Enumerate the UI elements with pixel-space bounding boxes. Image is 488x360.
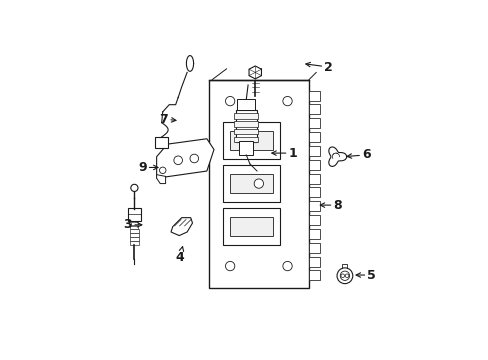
Circle shape: [336, 268, 352, 284]
Bar: [223, 165, 280, 202]
Bar: [130, 237, 139, 240]
Bar: [130, 233, 139, 237]
Bar: [129, 241, 139, 244]
Bar: [155, 137, 168, 148]
Circle shape: [340, 274, 344, 278]
Circle shape: [225, 261, 234, 271]
Bar: [235, 110, 257, 142]
Circle shape: [159, 167, 165, 174]
Bar: [234, 121, 258, 127]
Bar: [234, 113, 258, 119]
Bar: [308, 146, 319, 156]
Text: 1: 1: [271, 147, 297, 159]
Bar: [128, 208, 141, 221]
Bar: [308, 215, 319, 225]
Bar: [308, 118, 319, 128]
Bar: [308, 104, 319, 114]
Bar: [208, 80, 308, 288]
Bar: [308, 132, 319, 142]
Bar: [342, 264, 346, 268]
Circle shape: [345, 274, 348, 278]
Circle shape: [254, 179, 263, 188]
Circle shape: [190, 154, 198, 163]
Polygon shape: [248, 66, 261, 79]
Text: 5: 5: [355, 269, 375, 282]
Bar: [308, 201, 319, 211]
Bar: [308, 91, 319, 100]
Circle shape: [225, 96, 234, 106]
Text: 2: 2: [305, 60, 332, 73]
Bar: [234, 136, 258, 142]
Circle shape: [282, 261, 292, 271]
Bar: [130, 229, 138, 233]
Text: 6: 6: [346, 148, 370, 161]
Bar: [230, 131, 273, 150]
Text: 3: 3: [123, 218, 142, 231]
Text: 4: 4: [175, 247, 184, 264]
Text: 9: 9: [138, 161, 158, 174]
Bar: [308, 174, 319, 184]
Bar: [230, 217, 273, 236]
Bar: [223, 208, 280, 246]
Bar: [237, 99, 255, 110]
Bar: [308, 229, 319, 239]
Circle shape: [174, 156, 182, 165]
Circle shape: [340, 271, 349, 280]
Bar: [130, 222, 138, 225]
Bar: [308, 270, 319, 280]
Bar: [223, 122, 280, 159]
Bar: [308, 188, 319, 197]
Bar: [308, 257, 319, 266]
Bar: [234, 129, 258, 134]
Text: 7: 7: [159, 113, 176, 126]
Text: 8: 8: [320, 199, 341, 212]
Bar: [130, 226, 138, 229]
Circle shape: [282, 96, 292, 106]
Bar: [308, 160, 319, 170]
Circle shape: [131, 184, 138, 192]
Bar: [239, 141, 253, 155]
Polygon shape: [171, 218, 192, 235]
Bar: [308, 243, 319, 253]
Polygon shape: [186, 55, 193, 71]
Polygon shape: [156, 139, 214, 178]
Polygon shape: [156, 175, 165, 184]
Bar: [230, 174, 273, 193]
